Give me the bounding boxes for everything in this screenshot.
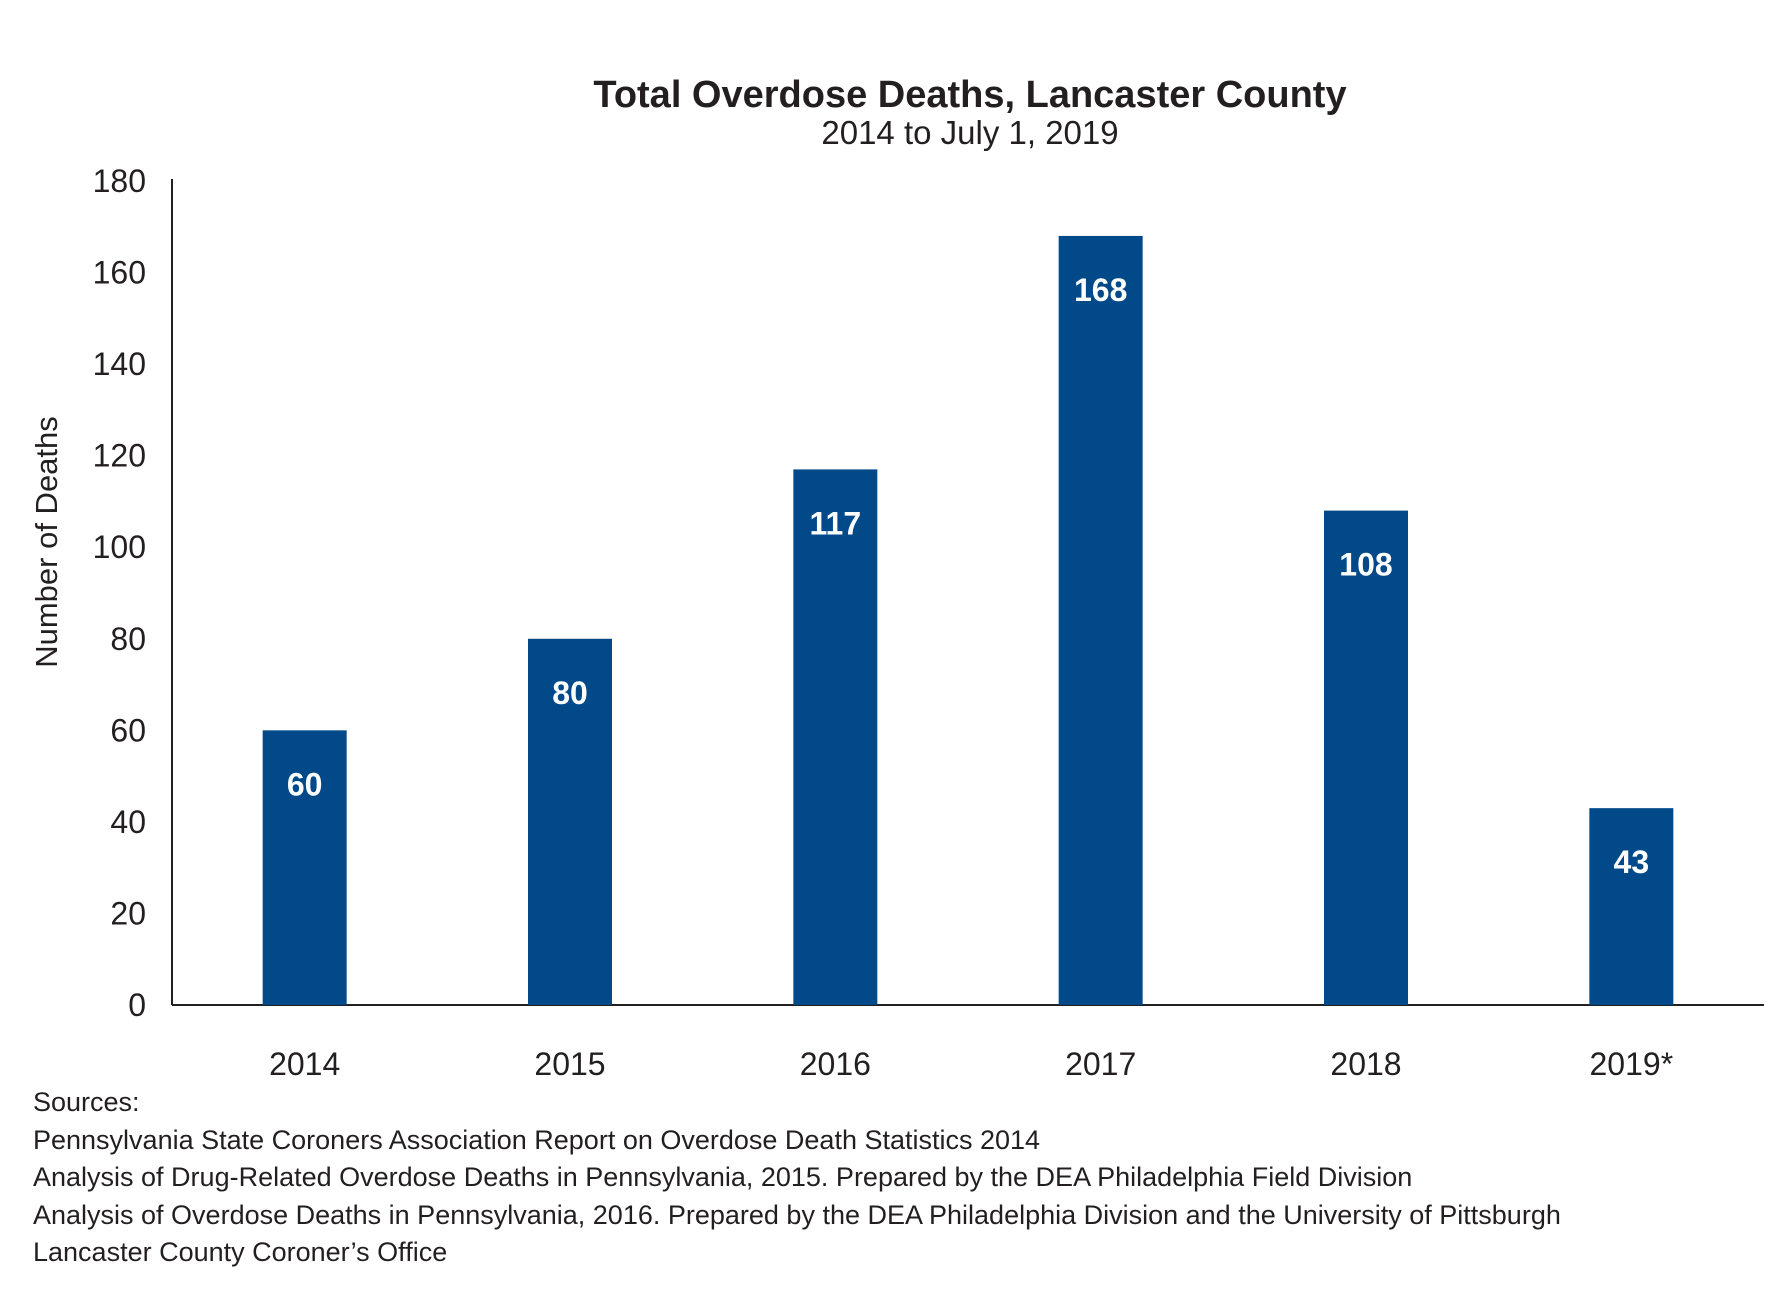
bar-chart: 0 20 40 60 80 100 120 140 160 180 Number of Deaths… (29, 163, 1764, 1080)
x-tick-label: 2018 (1330, 1046, 1401, 1080)
y-tick-label: 20 (110, 895, 146, 931)
data-label: 43 (1614, 844, 1650, 880)
y-tick-label: 120 (93, 438, 146, 474)
bar-2017 (1058, 235, 1143, 1005)
bar-2019* (1589, 808, 1674, 1005)
data-label: 80 (552, 675, 588, 711)
source-item: Lancaster County Coroner’s Office (33, 1237, 448, 1267)
bar-2015 (528, 638, 612, 1005)
y-tick-label: 60 (110, 712, 146, 748)
y-tick-label: 40 (110, 804, 146, 840)
y-tick-label: 140 (93, 346, 146, 382)
data-label: 108 (1339, 547, 1392, 583)
source-item: Pennsylvania State Coroners Association … (33, 1124, 1041, 1155)
y-tick-label: 80 (110, 621, 146, 657)
bar-2014 (262, 730, 347, 1005)
sources-block: Sources: Pennsylvania State Coroners Ass… (33, 1084, 1561, 1272)
source-item: Analysis of Overdose Deaths in Pennsylva… (33, 1199, 1561, 1230)
data-label: 117 (810, 505, 862, 541)
y-tick-label: 180 (93, 163, 146, 199)
bar-2018 (1324, 510, 1408, 1005)
x-tick-label: 2017 (1065, 1046, 1136, 1080)
data-label: 60 (287, 766, 323, 802)
sources-heading: Sources: (33, 1087, 140, 1117)
chart-title: Total Overdose Deaths, Lancaster County (593, 74, 1347, 116)
source-item: Analysis of Drug-Related Overdose Deaths… (33, 1162, 1413, 1192)
y-axis-label: Number of Deaths (29, 416, 64, 668)
x-tick-label: 2016 (800, 1046, 871, 1080)
y-tick-label: 100 (93, 529, 146, 565)
x-tick-label: 2015 (534, 1046, 605, 1080)
x-tick-label: 2014 (269, 1046, 340, 1080)
data-label: 168 (1074, 272, 1127, 308)
y-tick-label: 0 (128, 987, 146, 1023)
bar-2016 (793, 469, 878, 1005)
chart-subtitle: 2014 to July 1, 2019 (821, 114, 1119, 151)
y-tick-label: 160 (93, 255, 146, 291)
x-tick-label: 2019* (1590, 1046, 1674, 1080)
